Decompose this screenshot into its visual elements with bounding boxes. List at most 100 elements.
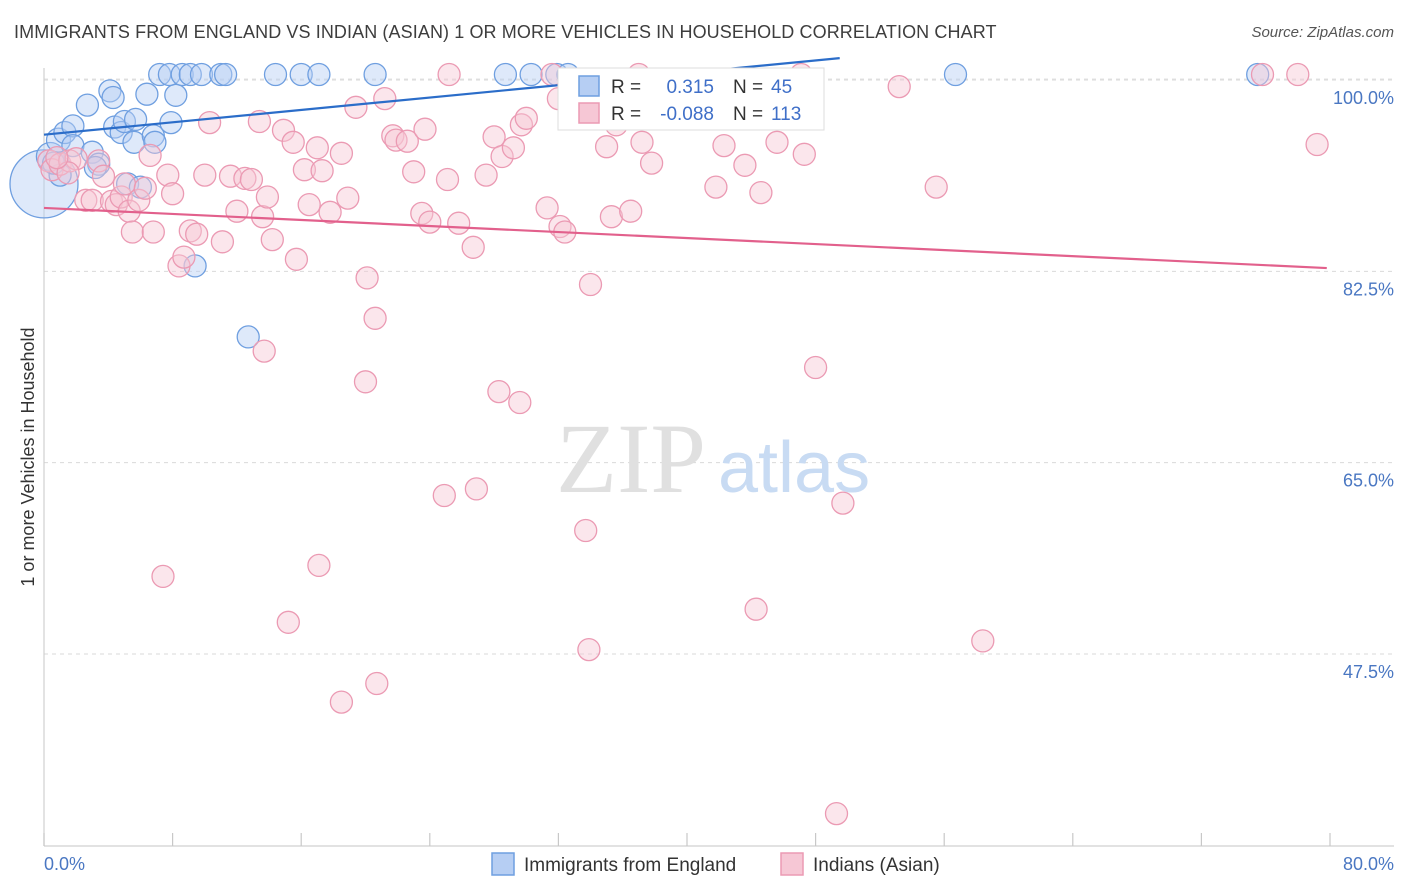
stats-n-label-indians: N = xyxy=(733,104,763,125)
point-indians xyxy=(133,176,157,200)
point-indians xyxy=(310,159,334,183)
point-indians xyxy=(474,163,498,187)
point-indians xyxy=(447,211,471,235)
point-indians xyxy=(487,379,511,404)
point-indians xyxy=(156,163,180,187)
point-indians xyxy=(594,135,619,159)
point-indians xyxy=(336,186,360,210)
point-england xyxy=(213,62,238,87)
point-indians xyxy=(432,483,456,508)
point-indians xyxy=(971,629,995,653)
point-indians xyxy=(792,142,816,166)
point-indians xyxy=(247,109,272,134)
point-indians xyxy=(410,201,434,226)
point-indians xyxy=(260,227,284,252)
point-indians xyxy=(619,199,643,223)
point-indians xyxy=(402,160,426,184)
point-indians xyxy=(363,306,387,330)
point-indians xyxy=(514,106,538,130)
point-indians xyxy=(250,205,275,229)
point-indians xyxy=(435,167,460,192)
point-indians xyxy=(307,553,331,578)
point-indians xyxy=(765,130,789,154)
point-indians xyxy=(252,339,276,363)
point-england xyxy=(263,62,288,87)
y-tick-label: 100.0% xyxy=(1333,88,1394,108)
point-indians xyxy=(508,390,532,415)
point-indians xyxy=(1250,62,1275,87)
point-england xyxy=(83,155,108,180)
point-indians xyxy=(639,151,664,175)
point-indians xyxy=(365,671,389,696)
stats-swatch-england xyxy=(578,75,600,97)
y-tick-label: 82.5% xyxy=(1343,279,1394,299)
stats-legend-box xyxy=(557,67,825,131)
stats-r-value-england: 0.315 xyxy=(666,77,714,98)
point-indians xyxy=(64,147,88,171)
point-indians xyxy=(712,133,736,158)
x-tick-label-min: 0.0% xyxy=(44,854,85,874)
point-england xyxy=(101,85,125,110)
point-indians xyxy=(74,188,98,212)
point-indians xyxy=(284,247,309,271)
stats-n-value-england: 45 xyxy=(771,77,792,98)
point-indians xyxy=(482,125,506,149)
point-indians xyxy=(803,355,828,380)
x-tick-label-max: 80.0% xyxy=(1343,854,1394,874)
point-england xyxy=(98,79,122,103)
trend-line-indians xyxy=(43,206,1327,270)
point-indians xyxy=(599,205,624,229)
point-indians xyxy=(1305,132,1329,157)
point-indians xyxy=(574,518,598,543)
point-england xyxy=(189,62,214,87)
point-indians xyxy=(535,196,559,220)
point-indians xyxy=(329,690,354,714)
y-tick-label: 47.5% xyxy=(1343,662,1394,682)
point-indians xyxy=(578,272,603,297)
point-indians xyxy=(255,185,280,209)
y-axis-label: 1 or more Vehicles in Household xyxy=(18,327,38,586)
point-indians xyxy=(138,143,162,168)
point-indians xyxy=(577,637,601,662)
point-indians xyxy=(297,192,321,217)
point-indians xyxy=(151,564,175,589)
point-indians xyxy=(749,180,773,205)
point-england xyxy=(135,82,159,106)
point-indians xyxy=(292,158,317,182)
point-indians xyxy=(355,266,379,290)
point-indians xyxy=(704,175,728,199)
gridlines xyxy=(44,78,1394,655)
chart-title: IMMIGRANTS FROM ENGLAND VS INDIAN (ASIAN… xyxy=(14,22,997,42)
point-england xyxy=(143,130,167,154)
point-indians xyxy=(381,124,405,148)
point-indians xyxy=(197,110,222,135)
stats-r-value-indians: -0.088 xyxy=(660,104,714,125)
stats-n-value-indians: 113 xyxy=(771,104,801,125)
point-indians xyxy=(160,182,185,206)
watermark-zip: ZIP xyxy=(556,403,706,514)
point-england xyxy=(519,62,543,87)
y-tick-labels: 47.5% 65.0% 82.5% 100.0% xyxy=(1333,88,1394,682)
stats-r-label-indians: R = xyxy=(611,104,641,125)
point-indians xyxy=(461,235,485,259)
point-england xyxy=(363,62,387,87)
point-indians xyxy=(193,163,217,187)
point-indians xyxy=(418,210,442,234)
point-indians xyxy=(271,118,296,142)
point-indians xyxy=(395,129,419,153)
series-legend: Immigrants from England Indians (Asian) xyxy=(491,852,940,876)
point-indians xyxy=(464,477,489,501)
point-england xyxy=(236,325,260,349)
point-indians xyxy=(87,149,111,173)
point-indians xyxy=(353,370,378,394)
point-indians xyxy=(80,188,104,212)
point-indians xyxy=(210,230,235,254)
point-indians xyxy=(344,95,368,119)
y-tick-label: 65.0% xyxy=(1343,471,1394,491)
point-england xyxy=(1246,62,1270,87)
point-indians xyxy=(141,220,165,244)
stats-n-label-england: N = xyxy=(733,77,763,98)
point-england xyxy=(75,93,100,117)
watermark-atlas: atlas xyxy=(718,428,870,508)
point-indians xyxy=(744,597,768,621)
